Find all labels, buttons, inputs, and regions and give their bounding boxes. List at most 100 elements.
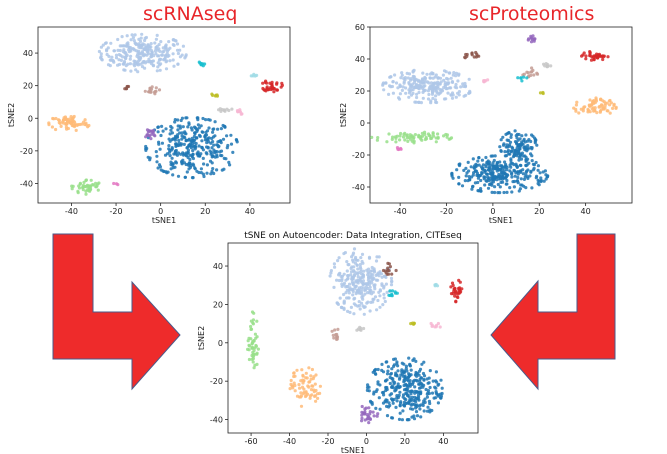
data-point: [481, 163, 485, 167]
data-point: [142, 43, 147, 47]
data-point: [311, 384, 315, 388]
data-point: [381, 82, 385, 86]
data-point: [544, 62, 548, 66]
data-point: [409, 78, 413, 82]
data-point: [149, 42, 153, 46]
data-point: [457, 288, 461, 292]
data-point: [252, 348, 256, 353]
data-point: [504, 132, 508, 136]
data-point: [91, 183, 95, 187]
data-point: [399, 401, 403, 405]
data-point: [376, 298, 380, 303]
data-point: [156, 54, 160, 58]
data-point: [417, 404, 422, 408]
data-point: [104, 41, 108, 45]
x-tick-label: -20: [440, 207, 453, 216]
data-point: [249, 337, 253, 341]
data-point: [406, 139, 410, 143]
data-point: [72, 123, 76, 127]
data-point: [461, 84, 466, 88]
data-point: [390, 84, 394, 89]
data-point: [337, 278, 341, 283]
data-point: [203, 133, 207, 137]
data-point: [246, 347, 250, 351]
data-point: [346, 309, 350, 313]
data-point: [442, 78, 446, 82]
data-point: [366, 286, 370, 291]
data-point: [471, 184, 475, 188]
data-point: [464, 52, 468, 57]
data-point: [252, 366, 256, 370]
data-point: [108, 64, 112, 68]
data-point: [171, 38, 175, 42]
data-point: [512, 185, 517, 189]
data-point: [417, 90, 421, 95]
data-point: [378, 407, 382, 411]
data-point: [186, 150, 190, 155]
data-point: [301, 378, 305, 382]
data-point: [450, 172, 454, 176]
data-point: [436, 394, 440, 398]
data-point: [156, 125, 160, 129]
data-point: [431, 96, 435, 100]
x-tick-label: 40: [581, 207, 591, 216]
data-point: [516, 172, 520, 176]
x-tick-label: -20: [321, 437, 334, 446]
data-point: [313, 382, 317, 386]
data-point: [495, 178, 499, 182]
data-point: [291, 386, 295, 390]
data-point: [407, 356, 411, 360]
data-point: [136, 63, 140, 67]
data-point: [253, 74, 257, 78]
data-point: [215, 150, 219, 154]
data-point: [403, 138, 407, 142]
data-point: [384, 81, 388, 85]
data-point: [200, 139, 204, 143]
data-point: [534, 160, 538, 165]
data-point: [499, 180, 503, 184]
data-point: [154, 52, 158, 56]
data-point: [362, 411, 366, 415]
data-point: [349, 305, 353, 309]
data-point: [144, 148, 148, 152]
data-point: [354, 279, 358, 283]
data-point: [414, 403, 418, 408]
data-point: [97, 49, 101, 54]
data-point: [191, 176, 195, 180]
data-point: [71, 118, 75, 122]
data-point: [519, 170, 523, 174]
data-point: [498, 160, 502, 164]
data-point: [355, 290, 359, 294]
data-point: [388, 289, 392, 293]
data-point: [168, 132, 172, 136]
data-point: [376, 367, 380, 372]
data-point: [436, 76, 440, 80]
data-point: [601, 57, 605, 62]
data-point: [434, 370, 438, 374]
data-point: [393, 373, 398, 377]
data-point: [507, 152, 511, 156]
data-point: [503, 171, 507, 176]
data-point: [249, 327, 253, 331]
data-point: [382, 88, 386, 92]
data-point: [394, 405, 398, 409]
data-point: [300, 385, 305, 389]
data-point: [394, 81, 399, 85]
data-point: [521, 154, 526, 158]
data-point: [491, 154, 495, 158]
data-point: [421, 401, 425, 405]
data-point: [130, 33, 134, 37]
data-point: [154, 150, 158, 154]
data-point: [235, 140, 239, 144]
data-point: [510, 172, 514, 176]
data-point: [174, 144, 178, 148]
data-point: [426, 89, 430, 93]
data-point: [495, 162, 499, 167]
data-point: [201, 116, 205, 121]
data-point: [353, 257, 357, 261]
data-point: [175, 42, 180, 46]
data-point: [387, 401, 391, 405]
data-point: [476, 159, 480, 163]
data-point: [438, 82, 442, 86]
